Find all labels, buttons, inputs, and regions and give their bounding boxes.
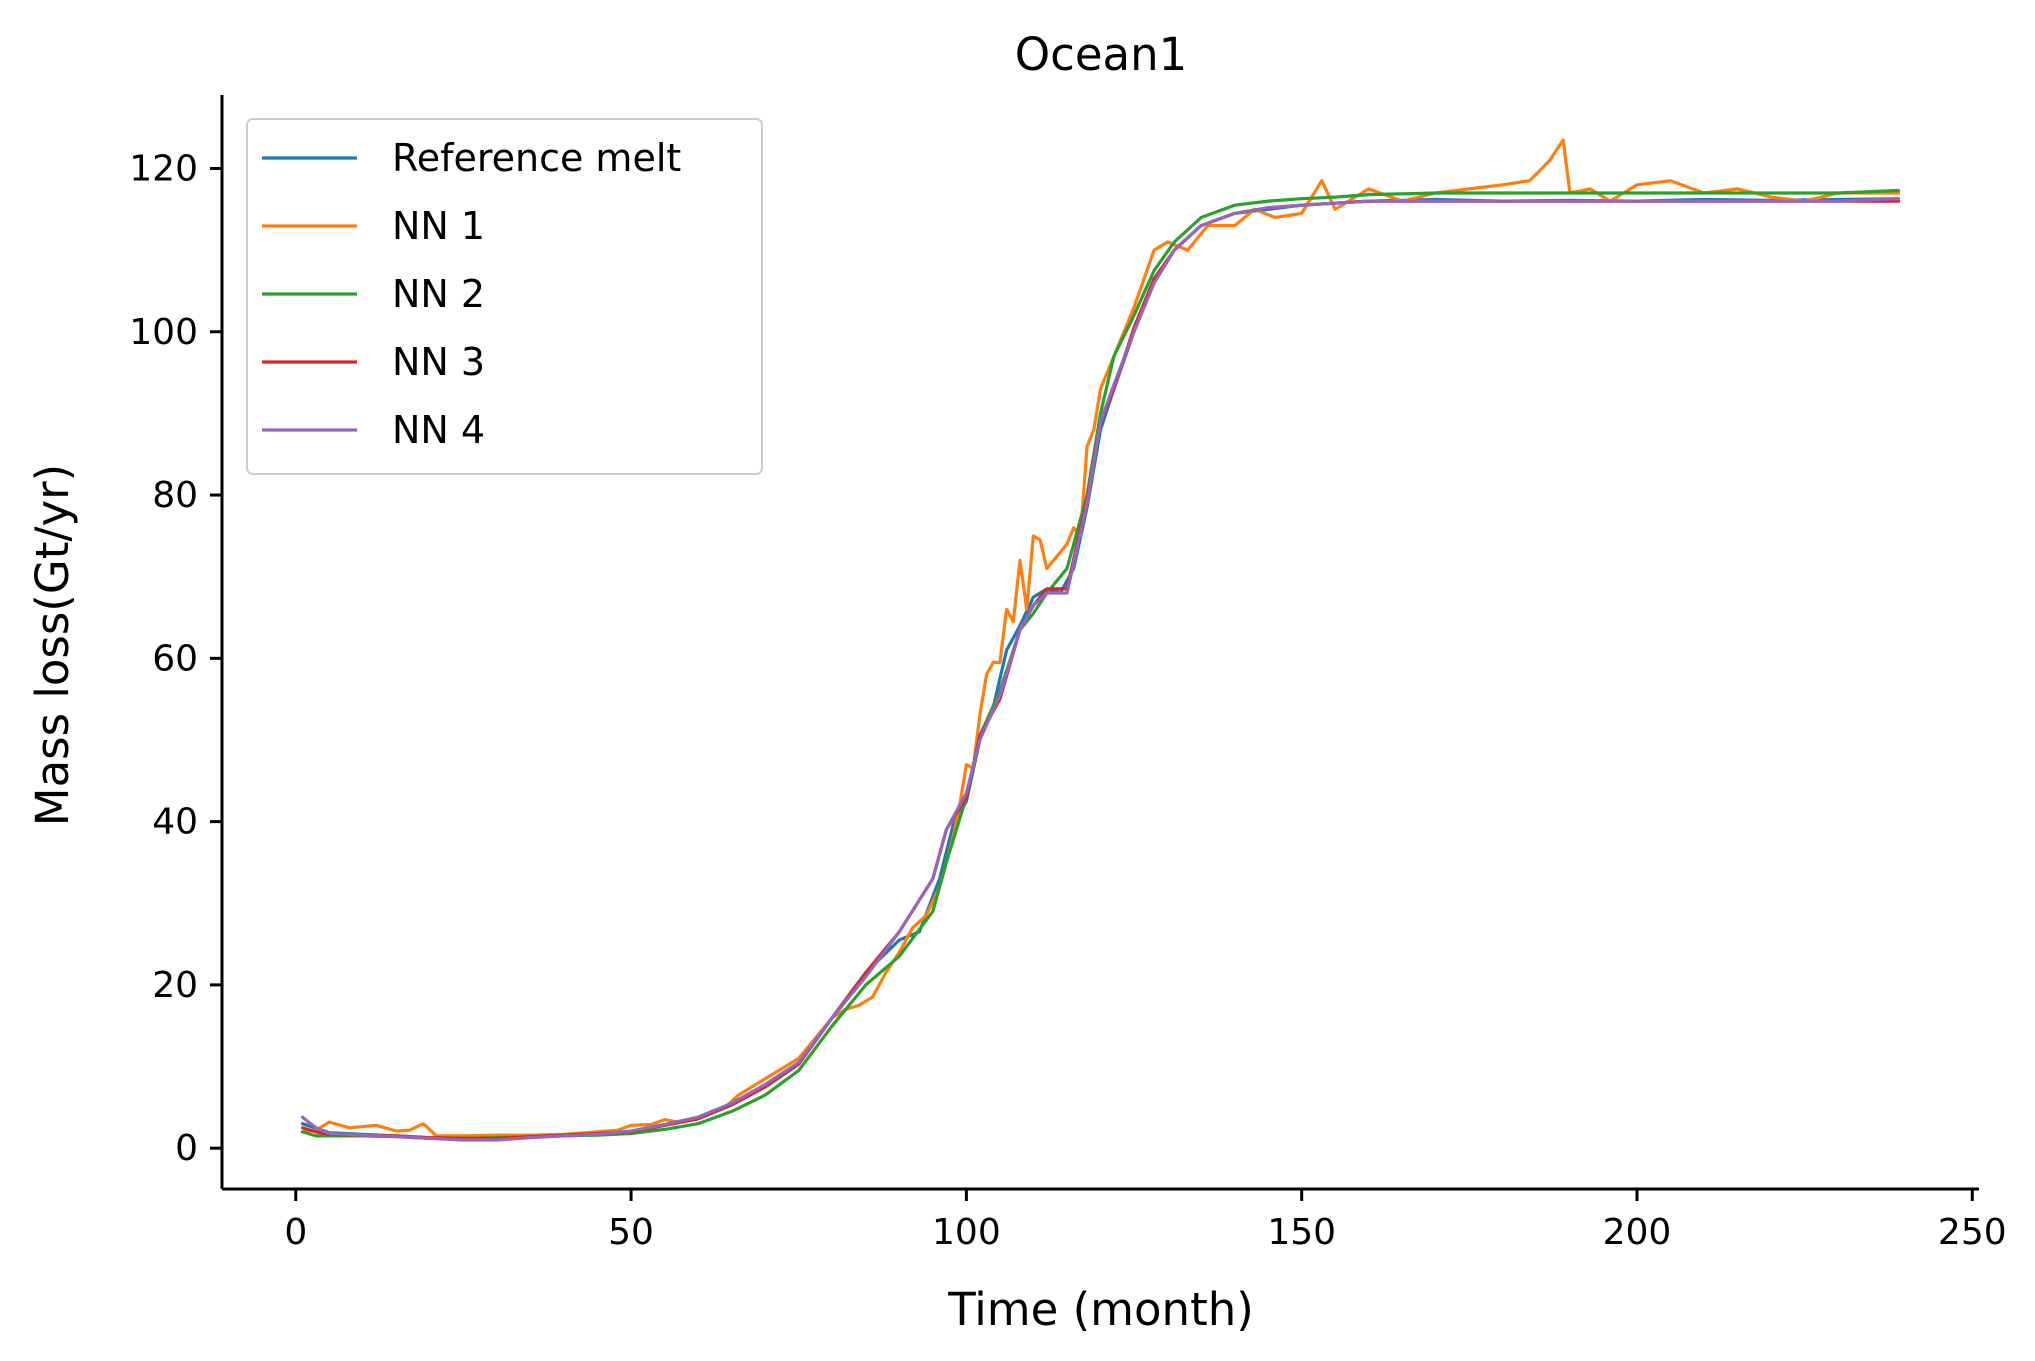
y-tick-label: 120: [129, 148, 198, 189]
x-tick-label: 200: [1603, 1212, 1672, 1253]
y-axis-title: Mass loss(Gt/yr): [26, 464, 79, 826]
x-tick-label: 100: [932, 1212, 1001, 1253]
series-line-1: [300, 138, 1901, 1138]
y-tick-label: 100: [129, 312, 198, 353]
legend-box: [246, 118, 763, 475]
legend-label-4: NN 4: [392, 408, 485, 452]
legend-label-2: NN 2: [392, 272, 485, 316]
x-ticks: 0 50 100 150 200 250: [284, 1189, 2007, 1253]
y-tick-label: 80: [152, 475, 198, 516]
legend-label-0: Reference melt: [392, 136, 681, 180]
series-layer: [300, 138, 1901, 1142]
series-line-4: [300, 197, 1901, 1142]
legend: Reference melt NN 1 NN 2 NN 3 NN 4: [246, 118, 763, 475]
y-tick-label: 60: [152, 638, 198, 679]
y-tick-label: 20: [152, 965, 198, 1006]
legend-label-3: NN 3: [392, 340, 485, 384]
legend-label-1: NN 1: [392, 204, 485, 248]
x-tick-label: 50: [608, 1212, 654, 1253]
x-tick-label: 0: [284, 1212, 307, 1253]
x-tick-label: 250: [1938, 1212, 2007, 1253]
chart-title: Ocean1: [1015, 28, 1188, 81]
y-ticks: 0 20 40 60 80 100 120: [129, 148, 222, 1169]
x-tick-label: 150: [1267, 1212, 1336, 1253]
y-tick-label: 0: [175, 1128, 198, 1169]
x-axis-title: Time (month): [947, 1283, 1254, 1336]
y-tick-label: 40: [152, 802, 198, 843]
